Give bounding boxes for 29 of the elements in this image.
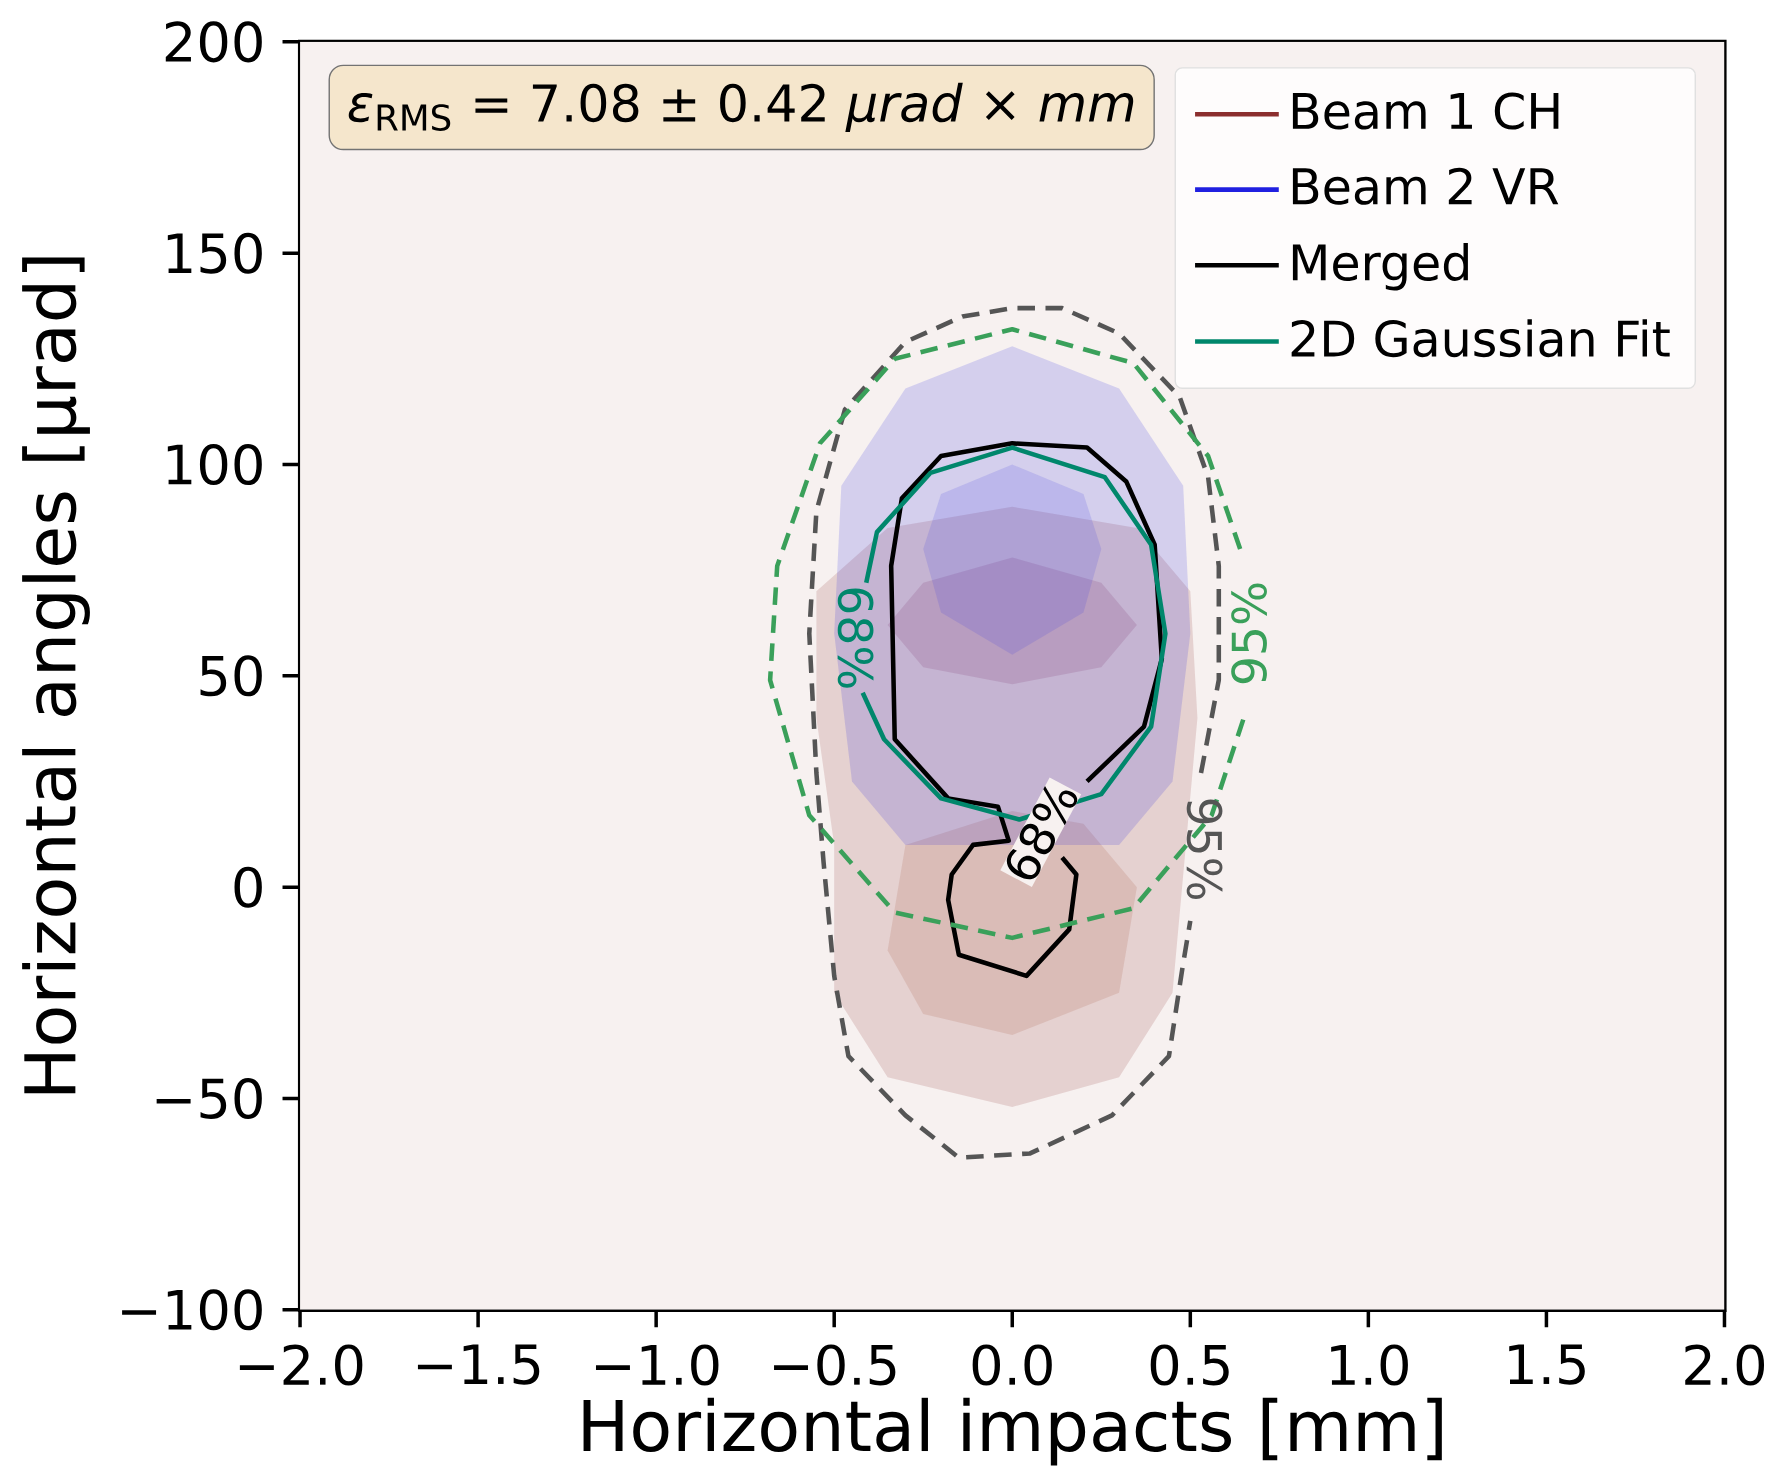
x-tick-label: 2.0 [1685,1344,1765,1386]
annotation: 95% [1186,799,1223,900]
y-tick-label: 50 [200,655,262,697]
line-series [888,441,1165,979]
legend-label: Merged [1292,243,1468,291]
legend-label: Beam 1 CH [1292,92,1559,130]
x-tick-label: 1.0 [1331,1344,1408,1386]
y-tick-label: 100 [167,444,262,486]
y-tick-label: 200 [165,21,262,63]
x-tick-label: −2.0 [239,1344,363,1386]
x-axis-title: Horizontal impacts [mm] [583,1397,1442,1466]
y-tick-label: −50 [156,1077,262,1120]
legend-label: Beam 2 VR [1292,167,1559,205]
x-tick-label: −0.5 [774,1344,896,1386]
x-tick-label: 0.5 [1150,1344,1229,1386]
annotation: 95% [1231,583,1267,684]
x-tick-label: −1.5 [417,1344,540,1385]
x-tick-label: 0.0 [972,1344,1052,1386]
y-tick-label: −100 [122,1289,262,1331]
annotation: 68% [1006,786,1078,880]
y-axis-title: Horizontal angles [μrad] [22,257,90,1094]
y-tick-label: 0 [234,866,262,908]
annotation: ε$_{RMS}$ = 7.08 ± 0.42 μrad × mm [348,82,1134,133]
y-tick-label: 150 [167,232,262,274]
x-tick-label: −1.0 [595,1344,719,1386]
legend-label: 2D Gaussian Fit [1291,319,1670,358]
line-series [807,305,1222,1160]
x-tick-label: 1.5 [1509,1344,1585,1385]
annotation: 68% [837,588,874,688]
